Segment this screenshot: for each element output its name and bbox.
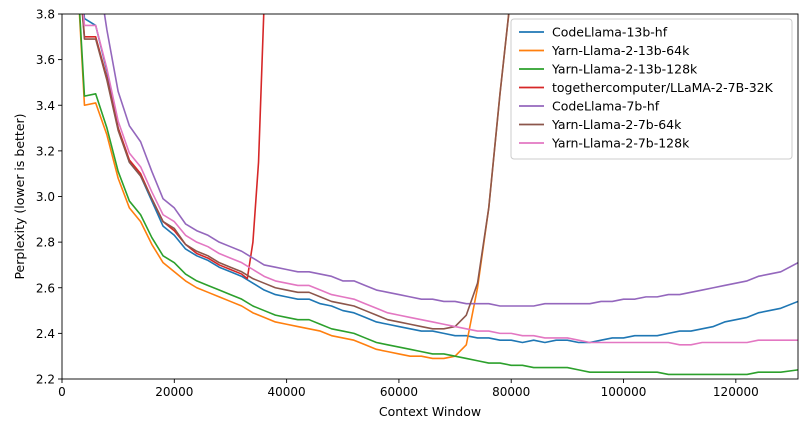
y-tick-label: 2.4: [36, 327, 55, 341]
series-line-3: [78, 14, 798, 376]
x-axis-label: Context Window: [379, 404, 481, 419]
x-tick-label: 0: [58, 385, 66, 399]
x-tick-label: 40000: [268, 385, 306, 399]
legend-box: [510, 18, 793, 160]
series-line-7: [82, 14, 798, 346]
y-tick-label: 3.8: [36, 8, 55, 22]
y-tick-label: 3.6: [36, 53, 55, 67]
legend-label: togethercomputer/LLaMA-2-7B-32K: [552, 80, 774, 95]
y-tick-label: 3.0: [36, 190, 55, 204]
y-tick-label: 3.4: [36, 99, 55, 113]
series-line-2: [78, 14, 510, 360]
legend-label: CodeLlama-7b-hf: [552, 99, 660, 114]
y-tick-label: 3.2: [36, 144, 55, 158]
legend-label: Yarn-Llama-2-7b-64k: [551, 117, 682, 132]
x-tick-label: 20000: [155, 385, 193, 399]
legend-label: Yarn-Llama-2-13b-128k: [551, 62, 698, 77]
legend-label: CodeLlama-13b-hf: [552, 25, 668, 40]
legend-label: Yarn-Llama-2-13b-64k: [551, 43, 690, 58]
legend-label: Yarn-Llama-2-7b-128k: [551, 136, 690, 151]
series-line-1: [83, 14, 798, 344]
x-tick-label: 100000: [601, 385, 647, 399]
y-axis-label: Perplexity (lower is better): [12, 113, 27, 279]
series-line-4: [81, 14, 265, 280]
y-tick-label: 2.6: [36, 281, 55, 295]
x-tick-label: 80000: [492, 385, 530, 399]
series-line-5: [103, 14, 798, 307]
series-line-6: [81, 14, 510, 330]
x-tick-label: 60000: [380, 385, 418, 399]
y-tick-label: 2.2: [36, 373, 55, 387]
x-tick-label: 120000: [713, 385, 759, 399]
y-tick-label: 2.8: [36, 236, 55, 250]
